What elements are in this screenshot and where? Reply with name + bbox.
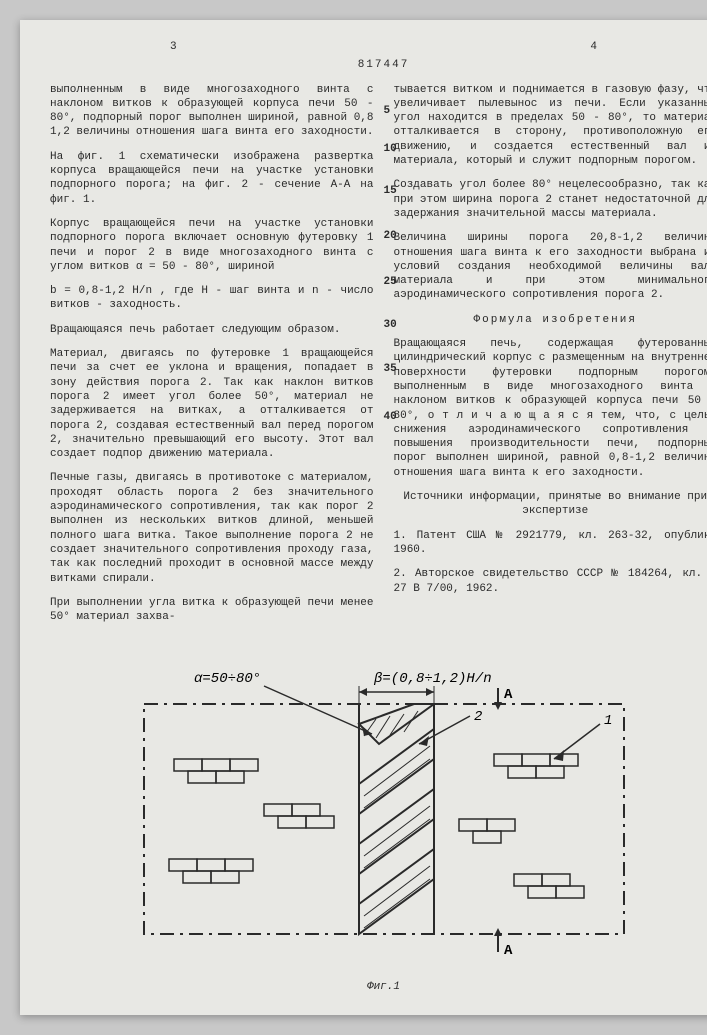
paragraph: На фиг. 1 схематически изображена развер… bbox=[50, 150, 374, 207]
figure-label: Фиг.1 bbox=[50, 980, 707, 994]
reference-item: 2. Авторское свидетельство СССР № 184264… bbox=[394, 567, 707, 596]
right-column: тывается витком и поднимается в газовую … bbox=[394, 83, 707, 635]
line-marker: 35 bbox=[384, 362, 397, 376]
ref-2: 2 bbox=[474, 709, 482, 725]
alpha-label: α=50÷80° bbox=[194, 671, 261, 687]
ref-1: 1 bbox=[604, 713, 612, 729]
page-num-left: 3 bbox=[170, 40, 177, 54]
sources-heading: Источники информации, принятые во вниман… bbox=[394, 490, 707, 519]
line-marker: 5 bbox=[384, 104, 391, 118]
line-marker: 25 bbox=[384, 275, 397, 289]
paragraph: b = 0,8-1,2 H/n , где H - шаг винта и n … bbox=[50, 284, 374, 313]
paragraph: Печные газы, двигаясь в противотоке с ма… bbox=[50, 471, 374, 585]
paragraph: При выполнении угла витка к образующей п… bbox=[50, 596, 374, 625]
line-marker: 20 bbox=[384, 229, 397, 243]
paragraph: тывается витком и поднимается в газовую … bbox=[394, 83, 707, 169]
beta-label: β=(0,8÷1,2)H/n bbox=[373, 671, 492, 687]
paragraph: Величина ширины порога 20,8-1,2 величины… bbox=[394, 231, 707, 302]
paragraph: Создавать угол более 80° нецелесообразно… bbox=[394, 178, 707, 221]
patent-page: 3 4 817447 5 10 15 20 25 30 35 40 выполненным в… bbox=[20, 20, 707, 1015]
claim-paragraph: Вращающаяся печь, содержащая футерованны… bbox=[394, 337, 707, 480]
svg-text:A: A bbox=[504, 943, 513, 959]
paragraph: Материал, двигаясь по футеровке 1 вращаю… bbox=[50, 347, 374, 461]
line-marker: 15 bbox=[384, 184, 397, 198]
line-marker: 30 bbox=[384, 318, 397, 332]
page-numbers-row: 3 4 bbox=[50, 40, 707, 54]
reference-item: 1. Патент США № 2921779, кл. 263-32, опу… bbox=[394, 529, 707, 558]
section-marker-top: A bbox=[494, 687, 513, 710]
formula-heading: Формула изобретения bbox=[394, 313, 707, 327]
paragraph: Вращающаяся печь работает следующим обра… bbox=[50, 323, 374, 337]
paragraph: Корпус вращающейся печи на участке устан… bbox=[50, 217, 374, 274]
figure-1: α=50÷80° β=(0,8÷1,2)H/n A A bbox=[50, 664, 707, 994]
line-marker: 10 bbox=[384, 142, 397, 156]
text-columns: выполненным в виде многозаходного винта … bbox=[50, 83, 707, 635]
line-marker: 40 bbox=[384, 410, 397, 424]
section-marker-bottom: A bbox=[494, 928, 513, 959]
left-column: выполненным в виде многозаходного винта … bbox=[50, 83, 374, 635]
svg-text:A: A bbox=[504, 687, 513, 703]
figure-svg: α=50÷80° β=(0,8÷1,2)H/n A A bbox=[114, 664, 654, 974]
page-num-right: 4 bbox=[590, 40, 597, 54]
paragraph: выполненным в виде многозаходного винта … bbox=[50, 83, 374, 140]
document-number: 817447 bbox=[50, 58, 707, 72]
